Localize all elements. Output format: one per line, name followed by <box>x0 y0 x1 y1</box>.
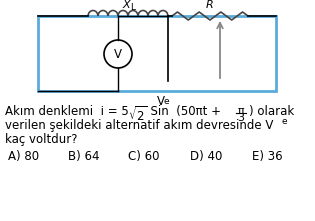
Text: kaç voltdur?: kaç voltdur? <box>5 133 77 146</box>
Text: ) olarak: ) olarak <box>249 105 294 118</box>
Text: e: e <box>164 97 169 106</box>
Text: π: π <box>238 105 244 116</box>
Text: V: V <box>114 48 122 61</box>
Text: A) 80: A) 80 <box>8 150 39 163</box>
Text: V: V <box>157 95 165 108</box>
Text: verilen şekildeki alternatif akım devresinde V: verilen şekildeki alternatif akım devres… <box>5 119 273 132</box>
Text: Akım denklemi  і = 5: Akım denklemi і = 5 <box>5 105 129 118</box>
Text: 3: 3 <box>238 113 244 123</box>
Text: Sin  (50πt +: Sin (50πt + <box>143 105 225 118</box>
Text: R: R <box>206 0 214 10</box>
Bar <box>38 16 276 91</box>
Text: B) 64: B) 64 <box>68 150 100 163</box>
Text: D) 40: D) 40 <box>190 150 222 163</box>
Text: L: L <box>130 3 135 12</box>
Text: E) 36: E) 36 <box>252 150 283 163</box>
Text: C) 60: C) 60 <box>128 150 159 163</box>
Text: $\sqrt{2}$: $\sqrt{2}$ <box>128 105 147 124</box>
Text: X: X <box>122 0 130 10</box>
Text: e: e <box>281 117 287 126</box>
